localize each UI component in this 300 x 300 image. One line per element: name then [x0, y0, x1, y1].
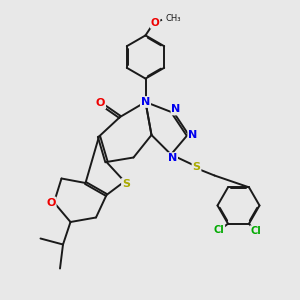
- Text: O: O: [151, 18, 160, 28]
- Text: CH₃: CH₃: [165, 14, 181, 23]
- Text: N: N: [168, 153, 177, 163]
- Text: Cl: Cl: [214, 225, 224, 235]
- Text: O: O: [96, 98, 105, 109]
- Text: Cl: Cl: [250, 226, 261, 236]
- Text: N: N: [172, 104, 181, 115]
- Text: N: N: [188, 130, 197, 140]
- Text: S: S: [122, 179, 130, 189]
- Text: N: N: [141, 97, 150, 107]
- Text: O: O: [46, 197, 56, 208]
- Text: S: S: [193, 161, 200, 172]
